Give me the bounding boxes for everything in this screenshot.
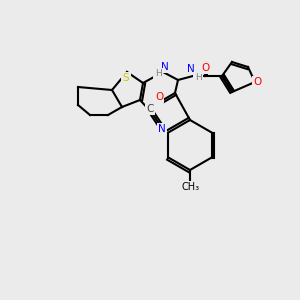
Text: N: N xyxy=(161,62,169,72)
Text: H: H xyxy=(154,70,161,79)
Text: C: C xyxy=(146,104,154,114)
Text: O: O xyxy=(155,92,163,102)
Text: O: O xyxy=(254,77,262,87)
Text: O: O xyxy=(201,63,209,73)
Text: S: S xyxy=(123,73,129,83)
Text: N: N xyxy=(158,124,166,134)
Text: O: O xyxy=(155,92,163,102)
Text: O: O xyxy=(201,63,209,73)
Text: CH₃: CH₃ xyxy=(182,182,200,192)
Text: H: H xyxy=(195,74,201,82)
Text: O: O xyxy=(253,77,261,87)
Text: N: N xyxy=(187,64,195,74)
